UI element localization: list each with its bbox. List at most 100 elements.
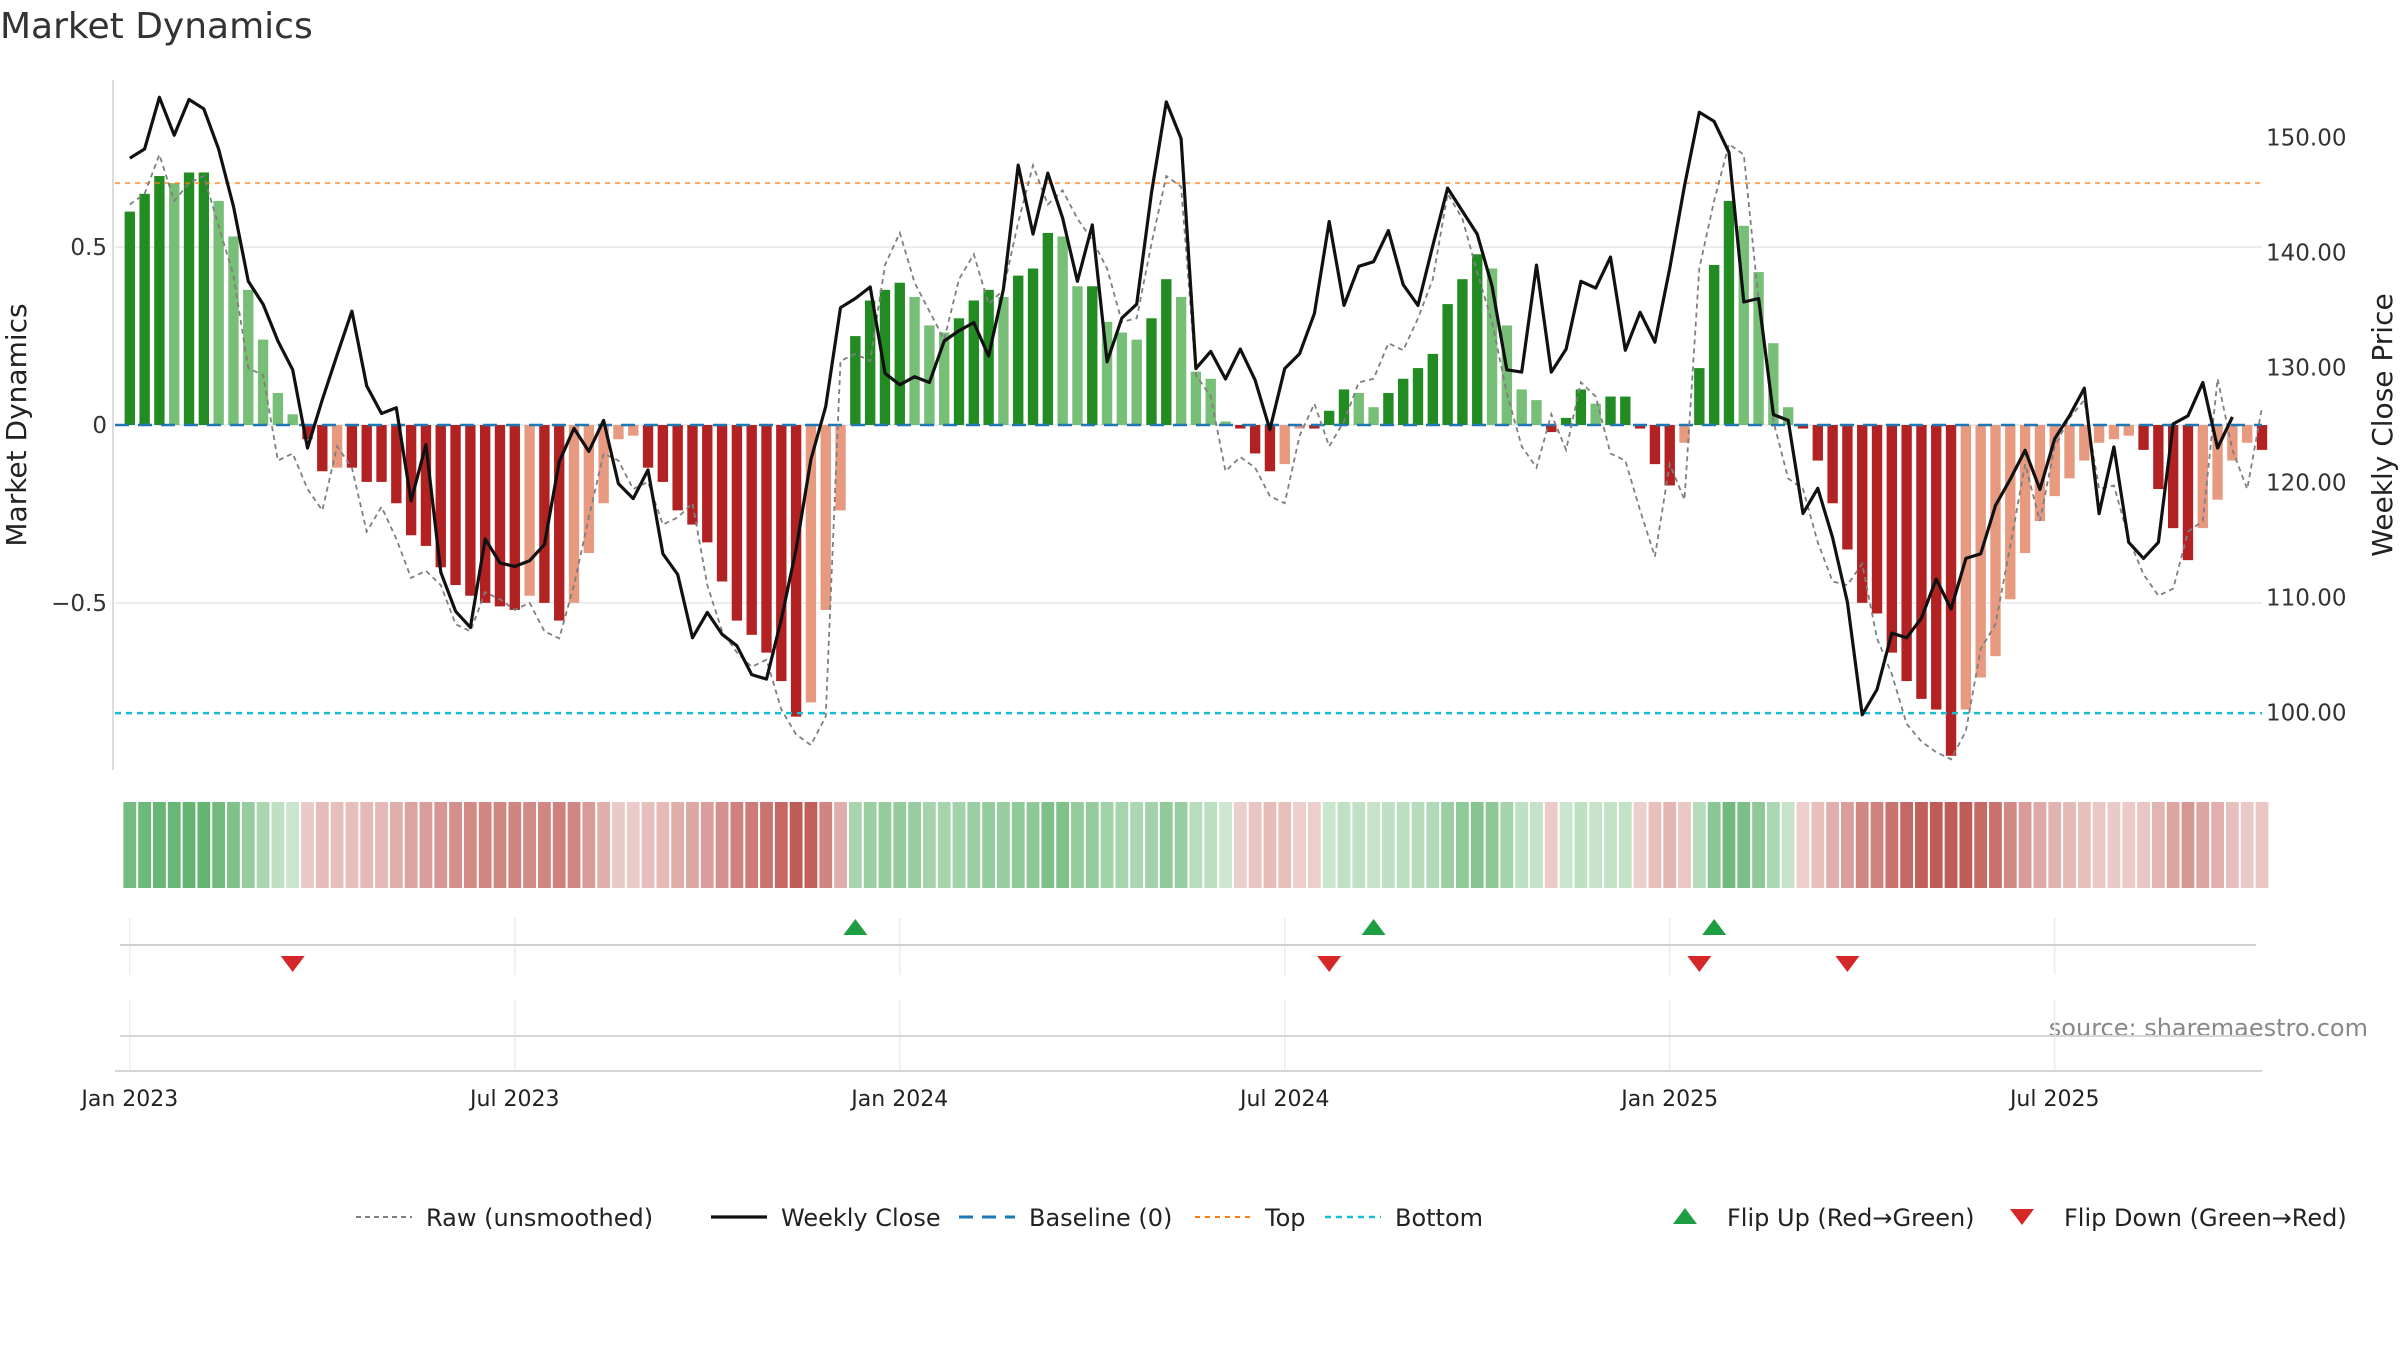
- dynamics-bar: [1531, 400, 1542, 425]
- dynamics-bar: [790, 425, 802, 717]
- regime-cell: [997, 802, 1010, 888]
- dynamics-bar: [479, 425, 491, 603]
- regime-cell: [389, 802, 403, 888]
- legend-item-top: Top: [1195, 1204, 1306, 1232]
- regime-cell: [197, 802, 211, 888]
- regime-cell: [1352, 802, 1366, 888]
- dynamics-bar: [924, 325, 935, 425]
- regime-cell: [256, 802, 270, 888]
- left-tick-label: −0.5: [51, 591, 107, 617]
- left-axis-label: Market Dynamics: [0, 303, 33, 546]
- dynamics-bar: [657, 425, 669, 482]
- regime-cell: [493, 802, 507, 888]
- regime-cell: [893, 802, 907, 888]
- regime-cell: [1381, 802, 1395, 888]
- regime-cell: [2048, 802, 2062, 888]
- regime-cell: [138, 802, 152, 888]
- dynamics-bar: [1087, 286, 1098, 425]
- regime-cell: [1026, 802, 1040, 888]
- regime-cell: [1337, 802, 1351, 888]
- legend-item-raw: Raw (unsmoothed): [356, 1204, 653, 1232]
- x-tick-label: Jul 2025: [2008, 1087, 2100, 1112]
- dynamics-bar: [302, 425, 313, 440]
- regime-cell: [1959, 802, 1973, 888]
- dynamics-bar: [376, 425, 387, 482]
- dynamics-bar: [598, 425, 609, 504]
- regime-cell: [1056, 802, 1070, 888]
- regime-cell: [1574, 802, 1588, 888]
- regime-cell: [730, 802, 744, 888]
- regime-cell: [1085, 802, 1099, 888]
- regime-cell: [2211, 802, 2224, 888]
- dynamics-bar: [228, 236, 239, 425]
- dynamics-bar: [1501, 325, 1513, 425]
- dynamics-bar: [1398, 378, 1409, 425]
- regime-strip: [123, 802, 2269, 888]
- dynamics-bar: [2227, 425, 2238, 461]
- regime-cell: [2092, 802, 2106, 888]
- regime-cell: [686, 802, 699, 888]
- regime-cell: [819, 802, 833, 888]
- dynamics-bar: [2034, 425, 2046, 522]
- right-tick-label: 140.00: [2266, 241, 2346, 267]
- regime-cell: [301, 802, 314, 888]
- dynamics-bar: [183, 172, 195, 425]
- dynamics-bars: [124, 172, 2268, 756]
- regime-cell: [908, 802, 921, 888]
- regime-cell: [2255, 802, 2269, 888]
- dynamics-bar: [257, 339, 269, 425]
- regime-cell: [478, 802, 492, 888]
- regime-cell: [922, 802, 936, 888]
- flip-down-marker: [1835, 956, 1860, 972]
- legend-item-close: Weekly Close: [711, 1204, 941, 1232]
- dynamics-bar: [1812, 425, 1823, 461]
- dynamics-bar: [1338, 389, 1350, 425]
- dynamics-bar: [1190, 371, 1202, 425]
- dynamics-bar: [628, 425, 639, 436]
- dynamics-bar: [716, 425, 728, 582]
- dynamics-bar: [524, 425, 535, 596]
- regime-cell: [2137, 802, 2150, 888]
- x-tick-label: Jan 2023: [79, 1087, 178, 1112]
- regime-cell: [597, 802, 611, 888]
- regime-cell: [1678, 802, 1691, 888]
- chart-title: Market Dynamics: [0, 6, 313, 47]
- dynamics-bar: [879, 289, 891, 425]
- dynamics-bar: [1753, 272, 1764, 425]
- regime-cell: [552, 802, 566, 888]
- dynamics-bar: [154, 176, 165, 425]
- dynamics-bar: [1486, 268, 1498, 425]
- regime-cell: [626, 802, 640, 888]
- dynamics-bar: [2093, 425, 2105, 443]
- dynamics-bar: [1235, 425, 1246, 429]
- dynamics-bar: [2242, 425, 2253, 443]
- regime-cell: [1826, 802, 1840, 888]
- regime-cell: [1915, 802, 1928, 888]
- regime-cell: [2018, 802, 2032, 888]
- regime-cell: [1559, 802, 1573, 888]
- dynamics-bar: [998, 296, 1009, 425]
- dynamics-bar: [2153, 425, 2164, 490]
- dynamics-bar: [909, 296, 920, 425]
- regime-cell: [1204, 802, 1218, 888]
- regime-cell: [656, 802, 670, 888]
- dynamics-bar: [1857, 425, 1868, 603]
- right-tick-label: 130.00: [2266, 356, 2346, 382]
- regime-cell: [360, 802, 374, 888]
- dynamics-bar: [2182, 425, 2194, 561]
- regime-cell: [1322, 802, 1336, 888]
- dynamics-bar: [613, 425, 624, 440]
- dynamics-bar: [687, 425, 698, 525]
- regime-cell: [523, 802, 536, 888]
- dynamics-bar: [465, 425, 476, 596]
- dynamics-bar: [1264, 425, 1276, 472]
- regime-cell: [1145, 802, 1158, 888]
- legend-label: Weekly Close: [781, 1204, 941, 1232]
- dynamics-bar: [864, 300, 876, 425]
- regime-cell: [1648, 802, 1662, 888]
- dynamics-bar: [420, 425, 432, 546]
- dynamics-bar: [1649, 425, 1661, 465]
- legend: Raw (unsmoothed) Weekly Close Baseline (0)…: [356, 1204, 2347, 1232]
- dynamics-bar: [1294, 425, 1305, 429]
- legend-label: Flip Down (Green→Red): [2064, 1204, 2347, 1232]
